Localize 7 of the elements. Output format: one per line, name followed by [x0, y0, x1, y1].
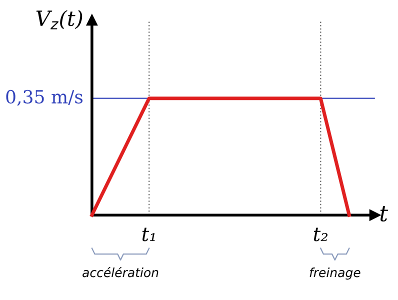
- x-tick-label: t₁: [142, 228, 155, 242]
- text: accélération: [82, 267, 158, 278]
- x-axis-title: t: [380, 206, 388, 222]
- ref-line-label: 0,35 m/s: [6, 90, 83, 106]
- text: freinage: [310, 268, 360, 280]
- y-axis-title: V$_{z}$(t): [36, 10, 82, 30]
- x-tick-label: t₂: [314, 228, 328, 242]
